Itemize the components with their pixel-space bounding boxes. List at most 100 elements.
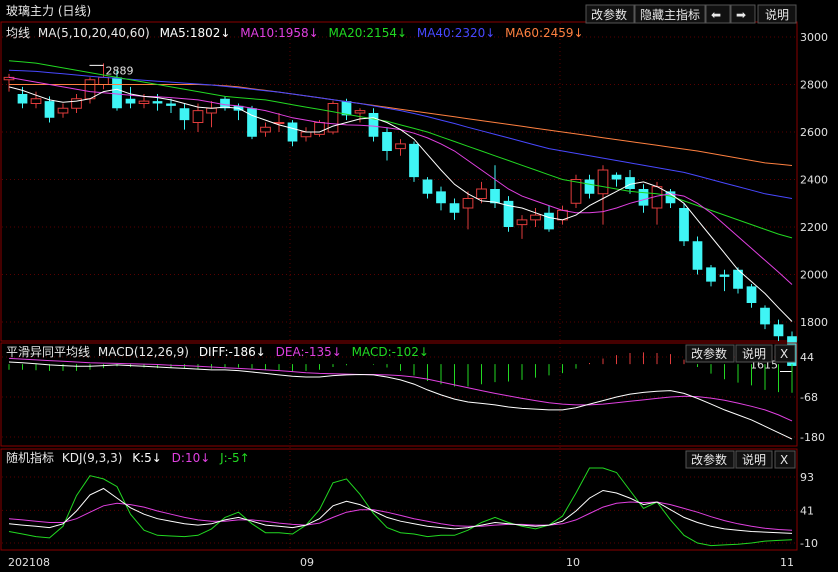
candle-body xyxy=(530,214,541,221)
ma40-line xyxy=(8,69,793,199)
indicator-name: 均线 xyxy=(6,26,30,40)
kdj-help-button[interactable] xyxy=(735,450,773,469)
hide-main-indicator-button[interactable] xyxy=(634,4,706,24)
candle-body xyxy=(98,76,109,85)
candle-body xyxy=(733,269,743,289)
candle-body xyxy=(44,101,55,118)
candle-body xyxy=(436,191,446,204)
kdj-close-button[interactable] xyxy=(774,450,796,469)
candle-body xyxy=(516,219,528,226)
candle-body xyxy=(125,98,136,104)
kdj-help-label: 说明 xyxy=(742,452,766,467)
y-tick-label: 2600 xyxy=(800,126,828,139)
x-tick-11: 11 xyxy=(780,556,794,569)
kdj-change-params-label: 改参数 xyxy=(691,452,727,467)
candle-body xyxy=(179,108,190,121)
help-button[interactable] xyxy=(757,4,797,24)
change-params-button[interactable] xyxy=(585,4,635,24)
ma-lines xyxy=(8,60,793,372)
candle-body xyxy=(300,131,312,138)
main-y-axis: 3000 2800 2600 2400 2200 2000 1800 xyxy=(800,31,828,329)
macd-panel: 平滑异同平均线 MACD(12,26,9) DIFF:-186↓ DEA:-13… xyxy=(0,342,825,447)
y-tick-label: 1800 xyxy=(800,316,828,329)
kdj-y-tick-label: 93 xyxy=(800,471,814,484)
candle-body xyxy=(395,143,406,150)
ma5-line xyxy=(8,86,793,322)
candle-body xyxy=(354,110,366,114)
y-tick-label: 2000 xyxy=(800,269,828,282)
macd-grid xyxy=(2,356,796,438)
candle-body xyxy=(368,113,379,137)
arrow-right-icon: ➡ xyxy=(736,8,746,22)
candle-body xyxy=(584,179,595,194)
macd-change-params-label: 改参数 xyxy=(691,346,727,361)
macd-params: MACD(12,26,9) xyxy=(98,345,189,359)
candle-body xyxy=(570,179,582,204)
kdj-panel: 随机指标 KDJ(9,3,3) K:5↓ D:10↓ J:-5↑ 改参数 说明 … xyxy=(0,448,818,551)
candle-body xyxy=(679,208,689,242)
candle-body xyxy=(166,103,176,106)
candle-body xyxy=(17,94,28,104)
candle-body xyxy=(746,286,757,303)
legend-diff: DIFF:-186↓ xyxy=(199,345,266,359)
candle-body xyxy=(220,98,230,109)
macd-close-icon: X xyxy=(780,347,788,361)
kdj_d-line xyxy=(8,501,793,531)
candle-body xyxy=(760,307,770,325)
macd-change-params-button[interactable] xyxy=(685,344,735,363)
kdj-grid xyxy=(2,476,796,544)
macd-close-button[interactable] xyxy=(774,344,796,363)
kdj-close-icon: X xyxy=(780,453,788,467)
legend-ma20: MA20:2154↓ xyxy=(329,26,407,40)
candle-body xyxy=(422,179,433,194)
candle-body xyxy=(476,188,487,199)
macd-series xyxy=(8,352,793,440)
hide-main-indicator-label: 隐藏主指标 xyxy=(640,7,700,22)
legend-k: K:5↓ xyxy=(132,451,162,465)
kdj-panel-border xyxy=(0,448,798,551)
candle-body xyxy=(611,174,622,180)
legend-j: J:-5↑ xyxy=(219,451,250,465)
x-tick-10: 10 xyxy=(566,556,580,569)
high-label: 2889 xyxy=(106,64,134,77)
macd-title: 平滑异同平均线 xyxy=(6,345,90,359)
legend-ma5: MA5:1802↓ xyxy=(160,26,231,40)
candle-body xyxy=(152,101,163,104)
y-tick-label: 2200 xyxy=(800,221,828,234)
candle-body xyxy=(449,203,460,213)
panel-title: 玻璃主力 (日线) xyxy=(6,4,91,18)
candle-body xyxy=(138,100,150,104)
kdj-legend: 随机指标 KDJ(9,3,3) K:5↓ D:10↓ J:-5↑ xyxy=(6,450,250,465)
candle-body xyxy=(57,107,69,114)
candle-body xyxy=(327,103,339,133)
macd-legend: 平滑异同平均线 MACD(12,26,9) DIFF:-186↓ DEA:-13… xyxy=(6,345,429,359)
macd-y-tick-label: -68 xyxy=(800,391,818,404)
indicator-params: MA(5,10,20,40,60) xyxy=(38,26,150,40)
legend-d: D:10↓ xyxy=(172,451,211,465)
ma10-line xyxy=(8,76,793,285)
kdj-series xyxy=(8,467,793,547)
candle-body xyxy=(773,324,784,337)
kdj-change-params-button[interactable] xyxy=(685,450,735,469)
legend-dea: DEA:-135↓ xyxy=(276,345,342,359)
candle-body xyxy=(706,267,716,282)
kdj-title: 随机指标 xyxy=(6,450,54,465)
arrow-right-button[interactable] xyxy=(730,4,756,24)
candle-body xyxy=(409,143,419,178)
x-axis: 202108 09 10 11 xyxy=(8,556,794,569)
arrow-left-button[interactable] xyxy=(705,4,731,24)
candle-body xyxy=(206,107,217,114)
toolbar: 改参数 隐藏主指标 ⬅ ➡ 说明 xyxy=(585,4,797,24)
candle-body xyxy=(260,126,271,133)
macd-help-button[interactable] xyxy=(735,344,773,363)
macd_diff-line xyxy=(8,361,793,440)
kdj-params: KDJ(9,3,3) xyxy=(62,451,123,465)
candle-body xyxy=(112,77,122,109)
candle-body xyxy=(71,98,82,109)
candle-body xyxy=(692,241,703,270)
macd-y-tick-label: 44 xyxy=(800,351,814,364)
candle-body xyxy=(503,200,514,227)
macd_dea-line xyxy=(8,357,793,422)
